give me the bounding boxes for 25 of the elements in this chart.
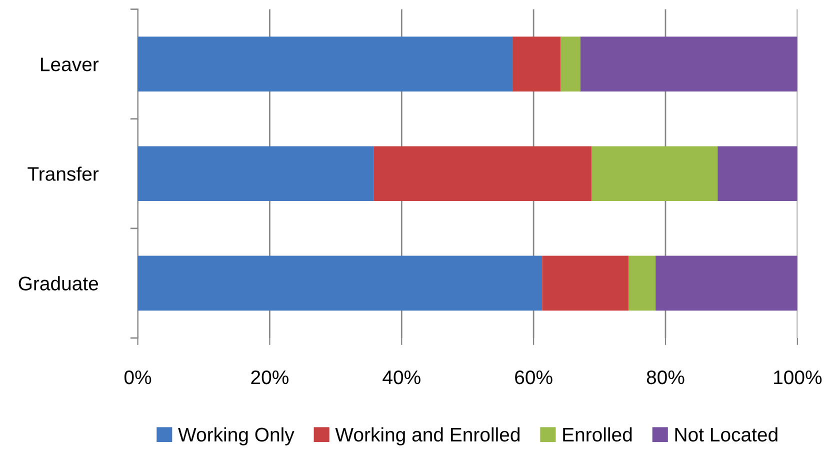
y-tick-label: Leaver xyxy=(41,58,99,72)
y-tick-label: Graduate xyxy=(18,276,98,290)
legend-label: Working Only xyxy=(178,427,294,446)
x-tick-label: 60% xyxy=(515,370,552,384)
x-tick-label: 20% xyxy=(251,370,288,384)
bar xyxy=(138,256,542,311)
legend-label: Enrolled xyxy=(563,427,632,442)
x-tick-label: 0% xyxy=(124,370,152,384)
x-tick-label: 80% xyxy=(646,370,684,384)
bar xyxy=(560,36,580,92)
bar xyxy=(512,36,561,92)
bar xyxy=(138,146,374,202)
bar xyxy=(542,256,629,311)
x-tick-label: 100% xyxy=(774,370,822,384)
bar xyxy=(592,146,718,202)
legend-label: Not Located xyxy=(675,427,778,442)
x-tick-label: 40% xyxy=(382,370,420,384)
bar xyxy=(374,146,592,202)
bar xyxy=(580,36,798,92)
bar xyxy=(718,146,798,202)
bar xyxy=(138,36,512,92)
bar xyxy=(656,256,798,311)
bar xyxy=(628,256,656,311)
y-tick-label: Transfer xyxy=(28,166,99,181)
legend-label: Working and Enrolled xyxy=(335,427,520,446)
